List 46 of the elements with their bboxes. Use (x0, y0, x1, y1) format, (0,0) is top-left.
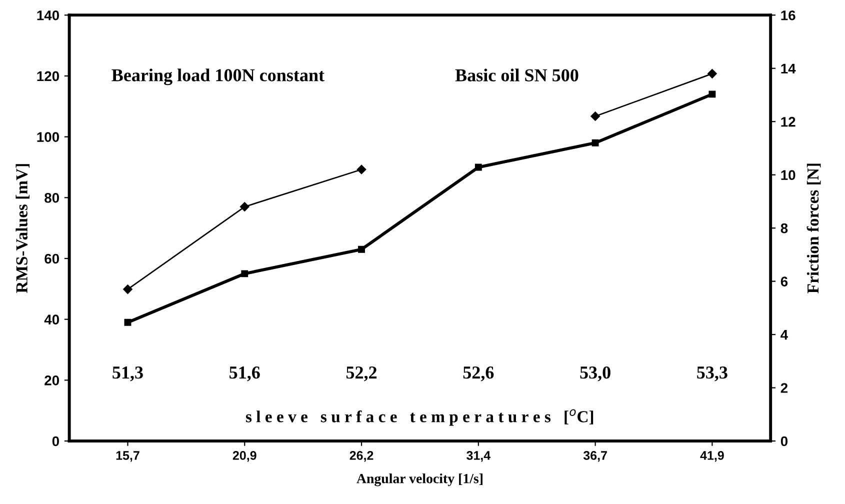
annotation: 52,6 (463, 366, 494, 382)
point (356, 164, 366, 174)
y2-tick-label: 16 (781, 10, 796, 20)
x-tick-label: 20,9 (232, 451, 256, 462)
y2-tick-label: 4 (780, 330, 788, 340)
point (708, 90, 716, 98)
x-tick-label: 26,2 (350, 451, 374, 462)
y2-tick-label: 8 (780, 223, 788, 234)
x-tick-label: 36,7 (583, 451, 607, 462)
y-tick-label: 80 (44, 192, 59, 203)
y-tick-label: 20 (44, 375, 59, 386)
y-tick-label: 60 (44, 254, 59, 264)
annotation: 53,3 (697, 366, 728, 382)
point (124, 318, 132, 326)
point (474, 164, 482, 171)
point (358, 246, 365, 253)
point (123, 284, 132, 294)
annotation: Basic oil SN 500 (455, 68, 578, 82)
x-tick-label: 41,9 (700, 451, 724, 462)
x-tick-label: 31,4 (466, 451, 491, 462)
annotation: s l e e v e s u r f a c e t e m p e r a t u r e s [$^{o}$C] (246, 409, 594, 426)
y2-tick-label: 0 (780, 436, 788, 446)
annotation: 51,3 (112, 366, 143, 382)
point (708, 69, 717, 78)
point (241, 270, 248, 278)
y2-tick-label: 6 (780, 276, 788, 286)
point (590, 112, 600, 121)
x-axis-title: Angular velocity [1/s] (356, 473, 482, 486)
y-tick-label: 0 (52, 436, 59, 446)
y2-tick-label: 10 (781, 170, 796, 180)
y2-axis-title: Friction forces [N] (806, 164, 821, 294)
annotation: 53,0 (580, 366, 610, 382)
y-axis-title: RMS-Values [mV] (16, 164, 30, 293)
y-tick-label: 100 (37, 132, 59, 142)
annotation: 52,2 (346, 366, 377, 382)
point (592, 139, 599, 146)
y-tick-label: 120 (37, 71, 59, 82)
y2-tick-label: 14 (781, 64, 796, 74)
y2-tick-label: 2 (780, 383, 788, 393)
annotation: 51,6 (230, 366, 260, 382)
y2-tick-label: 12 (781, 116, 796, 127)
point (240, 202, 250, 212)
x-tick-label: 15,7 (116, 451, 140, 462)
annotation: Bearing load 100N constant (112, 68, 324, 86)
y-tick-label: 140 (37, 10, 59, 20)
y-tick-label: 40 (44, 314, 59, 324)
